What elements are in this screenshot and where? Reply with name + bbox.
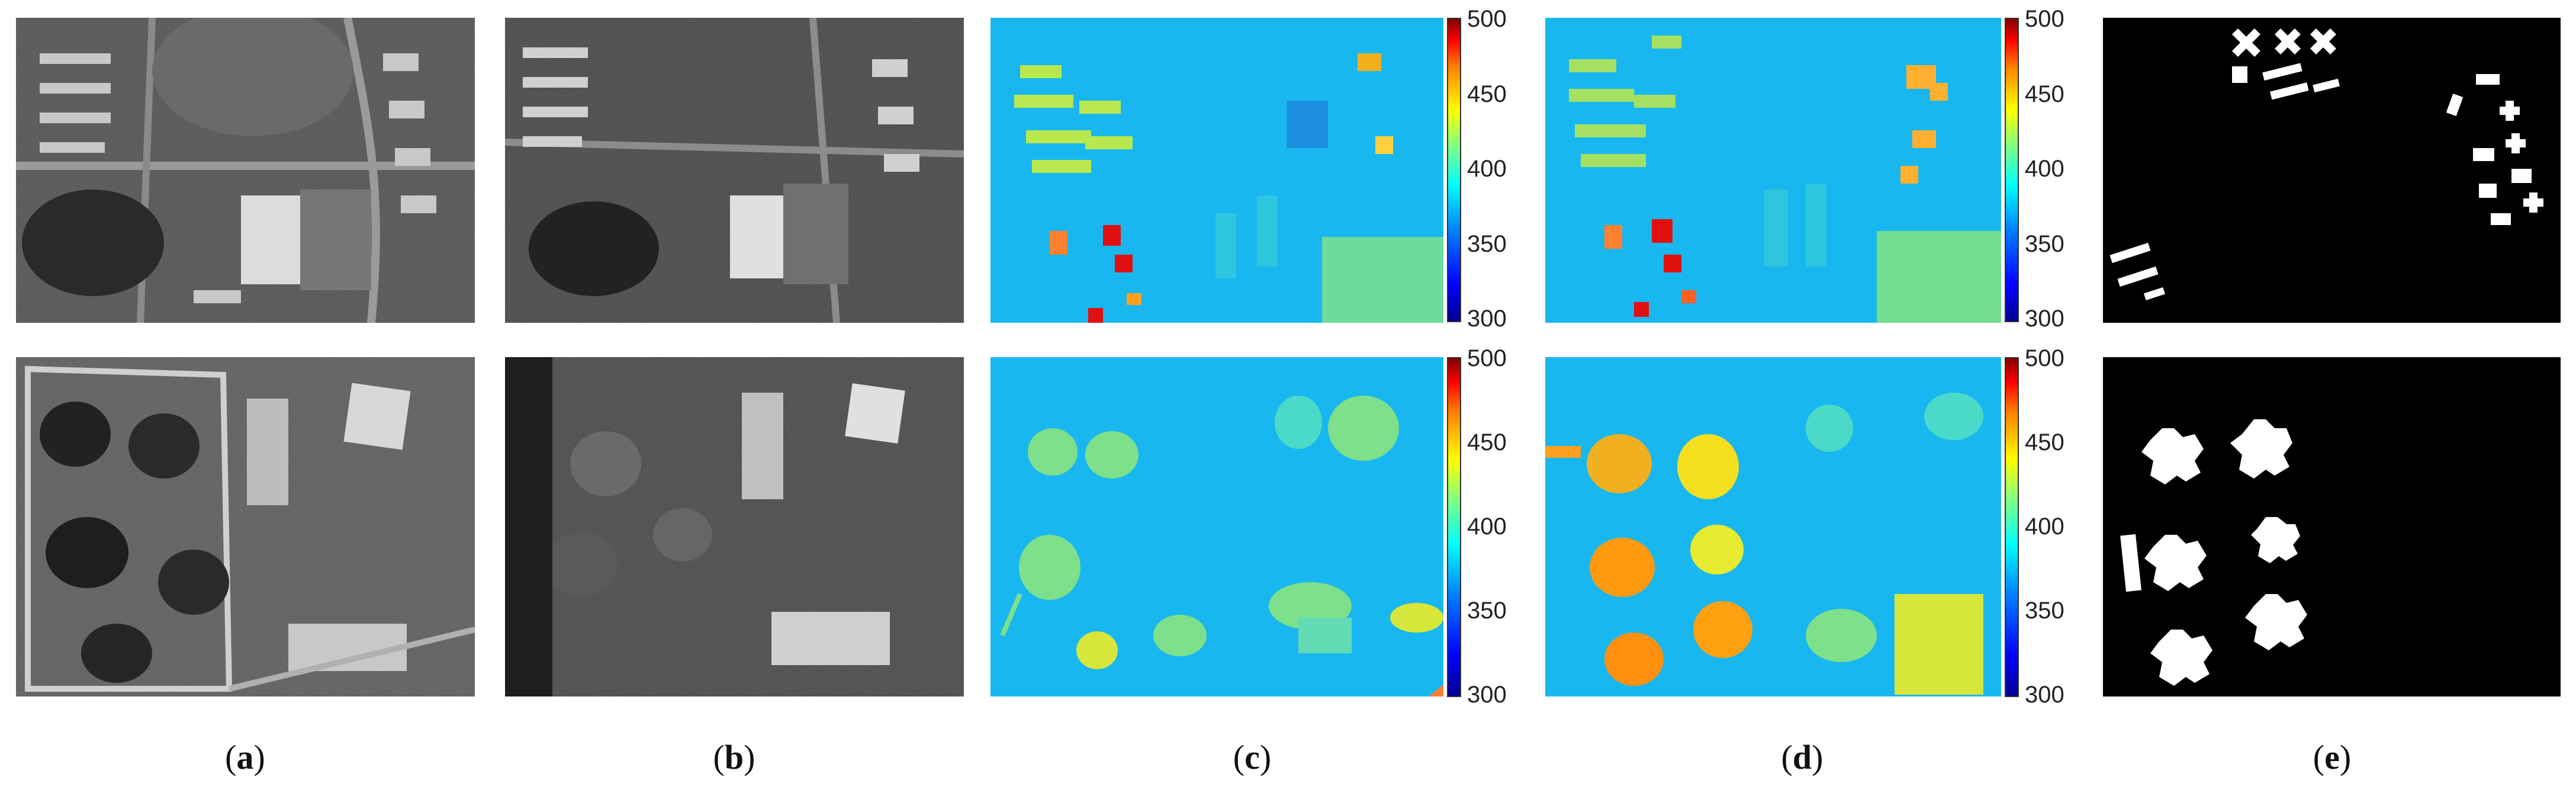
colorbar-tick-label: 350 [1467,231,1507,257]
colorbar-tick-label: 500 [2025,345,2064,371]
colorbar-tick-label: 450 [1467,429,1507,455]
colorbar-tick-label: 450 [1467,81,1507,107]
satellite-image-b-bottom [505,357,964,696]
building-mask-e-top [2103,18,2561,323]
colorbar-tick-label: 400 [1467,156,1507,182]
colorbar-tick-label: 450 [2025,81,2064,107]
dem-map-d-bottom [1545,357,2001,696]
caption-c: (c) [1233,738,1272,776]
colorbar-tick-label: 300 [2025,682,2064,708]
building-mask-e-bottom [2103,357,2561,696]
colorbar-tick-label: 400 [2025,513,2064,540]
colorbar-d-top [2005,18,2019,322]
dem-map-c-bottom [990,357,1443,696]
dem-map-c-top [990,18,1443,323]
caption-b: (b) [713,738,755,776]
colorbar-tick-label: 350 [1467,598,1507,624]
caption-e: (e) [2313,738,2352,776]
colorbar-tick-label: 400 [2025,156,2064,182]
colorbar-tick-label: 300 [1467,306,1507,332]
dem-map-d-top [1545,18,2001,323]
satellite-image-a-bottom [16,357,475,696]
colorbar-c-bottom [1447,357,1461,697]
satellite-image-a-top [16,18,475,323]
colorbar-tick-label: 350 [2025,598,2064,624]
colorbar-tick-label: 350 [2025,231,2064,257]
colorbar-tick-label: 500 [1467,6,1507,32]
caption-a: (a) [225,738,265,776]
colorbar-tick-label: 500 [2025,6,2064,32]
colorbar-tick-label: 400 [1467,513,1507,540]
colorbar-tick-label: 300 [2025,306,2064,332]
colorbar-d-bottom [2005,357,2019,697]
colorbar-tick-label: 450 [2025,429,2064,455]
colorbar-c-top [1447,18,1461,322]
satellite-image-b-top [505,18,964,323]
caption-d: (d) [1781,738,1824,776]
colorbar-tick-label: 500 [1467,345,1507,371]
colorbar-tick-label: 300 [1467,682,1507,708]
